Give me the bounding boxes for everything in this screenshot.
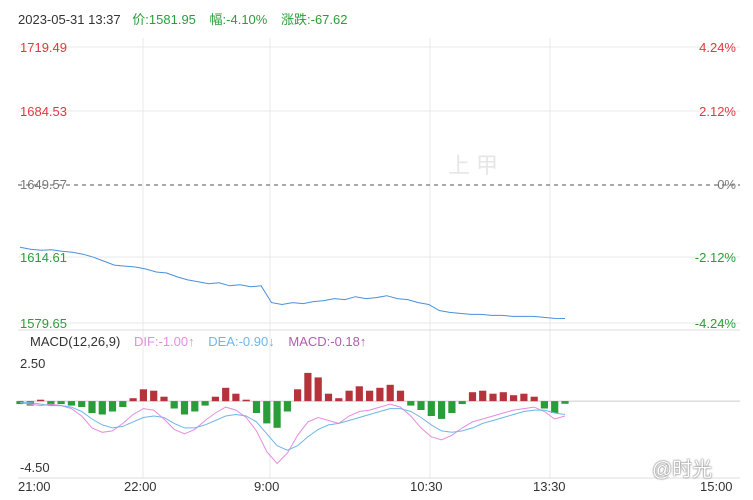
macd-bar [458, 401, 466, 405]
x-tick-6: 15:00 [700, 479, 733, 494]
macd-y-tick-top: 2.50 [20, 356, 46, 371]
price-value: 1581.95 [148, 12, 196, 27]
quote-datetime: 2023-05-31 13:37 [18, 12, 121, 27]
price-label: 价: [132, 12, 149, 27]
macd-bar [26, 401, 34, 406]
macd-title: MACD(12,26,9) [30, 334, 121, 349]
macd-bar [530, 396, 538, 402]
macd-bar [355, 386, 363, 402]
macd-bar [170, 401, 178, 409]
macd-bar [150, 390, 158, 402]
macd-bar [222, 387, 230, 402]
macd-bar [263, 401, 271, 424]
x-tick-1: 21:00 [18, 479, 51, 494]
macd-bar [345, 390, 353, 402]
macd-y-tick-bottom: -4.50 [20, 460, 50, 475]
y-tick-right-2: 2.12% [699, 104, 736, 119]
y-tick-right-1: 4.24% [699, 40, 736, 55]
macd-bar [386, 384, 394, 402]
macd-bar [67, 401, 75, 406]
y-tick-left-2: 1684.53 [20, 104, 67, 119]
y-tick-left-3: 1649.57 [20, 177, 67, 192]
macd-bar [88, 401, 96, 413]
price-line-series [19, 246, 566, 319]
macd-bar [139, 389, 147, 402]
macd-bar [335, 398, 343, 402]
watermark: 上甲 [448, 153, 505, 178]
macd-bar [57, 401, 65, 405]
macd-bar [479, 390, 487, 402]
macd-bar [448, 401, 456, 413]
macd-bar [242, 399, 250, 402]
dif-legend: DIF:-1.00↑ [133, 334, 195, 349]
macd-bar [561, 401, 569, 404]
dea-line-series [20, 402, 566, 451]
macd-bar [232, 393, 240, 402]
macd-bar [510, 395, 518, 402]
y-tick-right-4: -2.12% [694, 250, 736, 265]
change-pct-value: -4.10% [226, 12, 268, 27]
y-tick-right-3: 0% [717, 177, 736, 192]
y-tick-left-5: 1579.65 [20, 316, 67, 331]
macd-bar [314, 377, 322, 402]
x-tick-2: 22:00 [124, 479, 157, 494]
macd-bar [304, 372, 312, 402]
macd-bar [551, 401, 559, 413]
macd-bar [129, 398, 137, 402]
macd-histogram [16, 372, 569, 428]
macd-bar [201, 401, 209, 406]
y-tick-left-1: 1719.49 [20, 40, 67, 55]
macd-bar [396, 390, 405, 402]
macd-bar [160, 396, 168, 402]
macd-bar [108, 401, 117, 412]
macd-bar [119, 401, 127, 407]
macd-bar [427, 401, 435, 416]
macd-bar [366, 390, 374, 402]
x-tick-5: 13:30 [533, 479, 566, 494]
macd-bar [489, 393, 497, 402]
macd-legend: MACD(12,26,9) DIF:-1.00↑ DEA:-0.90↓ MACD… [30, 334, 376, 349]
y-tick-left-4: 1614.61 [20, 250, 67, 265]
macd-bar [540, 401, 548, 409]
macd-bar [191, 401, 199, 412]
macd-bar [324, 393, 333, 402]
dif-line-series [19, 402, 566, 465]
change-value: -67.62 [310, 12, 348, 27]
macd-bar [283, 401, 291, 412]
macd-bar [78, 401, 86, 407]
y-tick-right-5: -4.24% [694, 316, 736, 331]
author-watermark: @时光 [652, 459, 713, 481]
change-label: 涨跌: [280, 12, 311, 27]
macd-bar [98, 401, 106, 415]
macd-bar [273, 401, 281, 428]
macd-value-legend: MACD:-0.18↑ [288, 334, 367, 349]
macd-bar [37, 399, 45, 402]
quote-header: 2023-05-31 13:37 价:1581.95 幅:-4.10% 涨跌:-… [18, 9, 357, 28]
macd-bar [407, 401, 415, 406]
macd-bar [376, 387, 384, 402]
macd-bar [252, 401, 261, 413]
macd-bar [520, 393, 528, 402]
change-pct-label: 幅: [209, 12, 227, 27]
x-tick-4: 10:30 [410, 479, 443, 494]
macd-bar [499, 392, 507, 402]
dea-legend: DEA:-0.90↓ [208, 334, 275, 349]
x-tick-3: 9:00 [254, 479, 280, 494]
macd-bar [468, 392, 477, 402]
macd-bar [417, 401, 425, 410]
macd-bar [180, 401, 189, 415]
macd-bar [438, 401, 446, 419]
macd-bar [211, 396, 219, 402]
macd-bar [47, 401, 55, 406]
macd-bar [294, 389, 302, 402]
